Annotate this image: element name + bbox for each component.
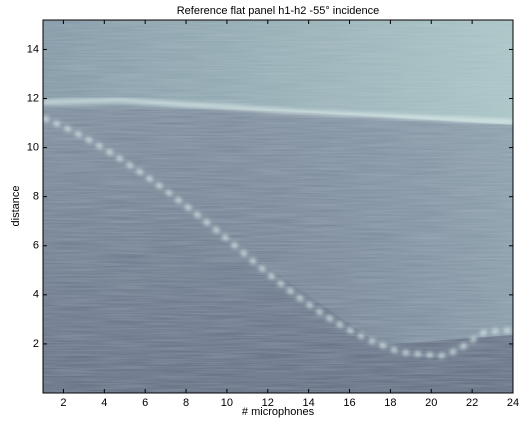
x-tick-label: 24: [507, 397, 519, 409]
x-tick-label: 2: [60, 397, 66, 409]
x-tick-label: 8: [183, 397, 189, 409]
plot-frame: [42, 19, 514, 394]
y-tick-label: 12: [27, 92, 39, 104]
x-tick-label: 16: [343, 397, 355, 409]
x-tick-label: 10: [221, 397, 233, 409]
x-tick-label: 22: [466, 397, 478, 409]
y-tick-label: 4: [33, 289, 39, 301]
x-tick-label: 20: [425, 397, 437, 409]
x-tick-label: 6: [142, 397, 148, 409]
x-tick-label: 4: [101, 397, 107, 409]
y-tick-label: 6: [33, 240, 39, 252]
x-tick-label: 18: [384, 397, 396, 409]
y-axis-label: distance: [10, 186, 22, 227]
y-tick-label: 14: [27, 43, 39, 55]
y-tick-label: 10: [27, 142, 39, 154]
x-axis-label: # microphones: [242, 406, 315, 418]
y-tick-label: 2: [33, 338, 39, 350]
x-tick-label: 12: [262, 397, 274, 409]
x-tick-label: 14: [303, 397, 315, 409]
image-area: [43, 20, 513, 393]
chart-title: Reference flat panel h1-h2 -55° incidenc…: [177, 5, 380, 17]
y-tick-label: 8: [33, 191, 39, 203]
